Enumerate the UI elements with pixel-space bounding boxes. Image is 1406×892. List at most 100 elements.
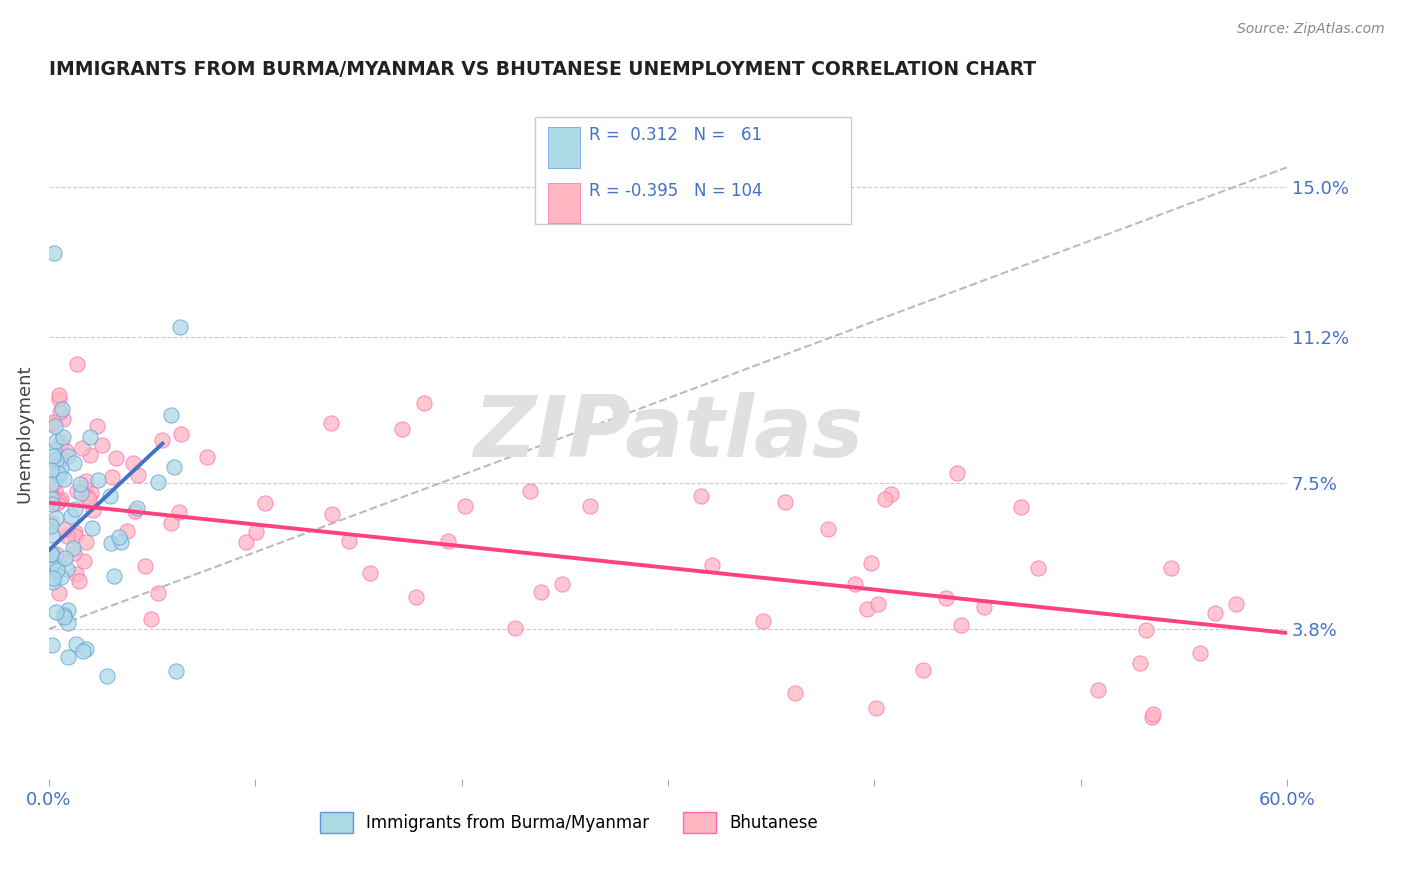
Point [63,456,86,470]
Point [110,535,132,549]
Point [115,524,138,538]
Point [63,529,86,543]
Point [1204,606,1226,620]
Point [63,546,86,560]
Point [254,496,277,510]
Point [44,475,66,490]
Point [100,536,122,550]
Point [141,612,163,626]
Point [170,426,193,441]
Point [41,528,63,542]
Point [579,499,602,513]
Point [79,449,101,463]
Point [67,574,90,588]
Point [1010,500,1032,514]
Point [911,664,934,678]
Point [73,554,96,568]
Point [41,494,63,508]
Point [45,605,67,619]
Point [48,466,70,480]
Point [1140,710,1163,724]
Point [48,388,70,402]
Point [160,408,183,422]
Point [1188,646,1211,660]
Point [454,499,477,513]
Point [60,508,83,523]
Point [91,438,114,452]
Point [1129,657,1152,671]
Point [53,522,76,536]
Point [52,430,75,444]
Point [58,616,80,631]
Point [39,547,62,561]
Point [1026,561,1049,575]
Point [103,569,125,583]
Point [949,618,972,632]
Point [104,451,127,466]
Point [45,547,67,561]
Point [1087,683,1109,698]
Point [39,559,62,574]
Point [42,491,65,506]
Point [45,452,67,467]
Point [39,485,62,500]
Point [69,486,91,500]
Point [860,556,883,570]
Text: R = -0.395   N = 104: R = -0.395 N = 104 [589,182,762,200]
Point [87,473,110,487]
Point [44,418,66,433]
Point [48,553,70,567]
Point [49,460,72,475]
Point [405,590,427,604]
Point [339,533,361,548]
Point [56,529,79,543]
Point [52,412,75,426]
Point [49,404,72,418]
Point [150,433,173,447]
Point [76,490,98,504]
Point [56,603,79,617]
Point [935,591,957,606]
Point [70,441,93,455]
Point [51,402,73,417]
Point [75,474,97,488]
Point [51,435,73,450]
Point [79,430,101,444]
Y-axis label: Unemployment: Unemployment [15,365,32,503]
Point [69,477,91,491]
Point [58,649,80,664]
Point [48,453,70,467]
Point [41,497,63,511]
Point [77,492,100,507]
Point [63,525,86,540]
Point [80,486,103,500]
Point [321,417,343,431]
Point [63,502,86,516]
Point [1160,561,1182,575]
Point [44,483,66,497]
Point [48,493,70,508]
Point [48,467,70,482]
Point [134,558,156,573]
Point [946,467,969,481]
Point [80,520,103,534]
Point [39,476,62,491]
Point [42,450,65,464]
Point [865,700,887,714]
Point [868,597,890,611]
Point [86,419,108,434]
Point [66,357,89,371]
Point [45,496,67,510]
Point [160,516,183,530]
Point [359,566,381,580]
Point [39,454,62,468]
Point [48,392,70,407]
Point [146,585,169,599]
Point [42,246,65,260]
Point [1225,597,1247,611]
Point [42,575,65,590]
Point [82,502,104,516]
Point [39,519,62,533]
Point [65,566,87,581]
Point [165,664,187,678]
